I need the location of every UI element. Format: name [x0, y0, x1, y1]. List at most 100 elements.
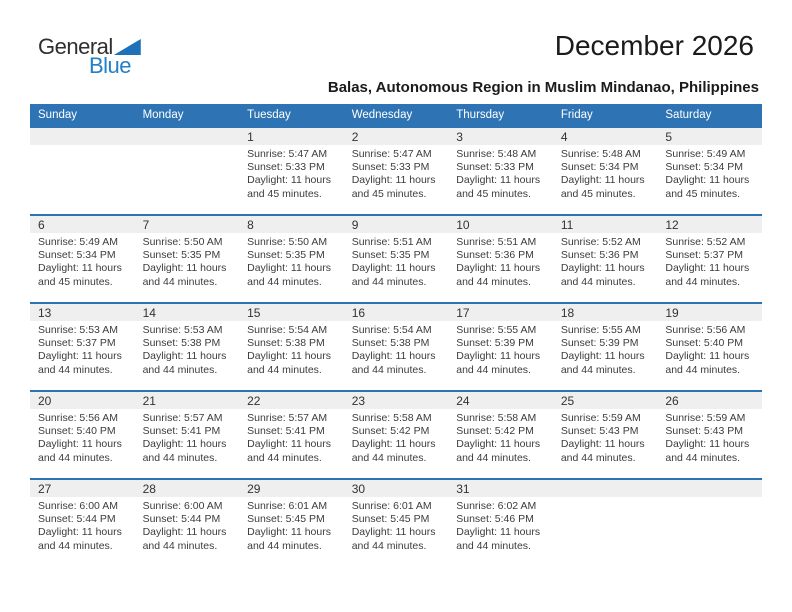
daylight-text: Daylight: 11 hours and 44 minutes.: [142, 350, 227, 376]
day-details: Sunrise: 5:50 AM Sunset: 5:35 PM Daylight:…: [239, 233, 344, 295]
daylight-text: Daylight: 11 hours and 44 minutes.: [142, 262, 227, 288]
day-details: Sunrise: 6:00 AM Sunset: 5:44 PM Daylight:…: [135, 497, 240, 559]
day-details: Sunrise: 5:54 AM Sunset: 5:38 PM Daylight:…: [344, 321, 449, 383]
sunrise-text: Sunrise: 5:55 AM: [560, 324, 641, 336]
empty-day-cell: [552, 479, 658, 567]
day-cell: 5 Sunrise: 5:49 AM Sunset: 5:34 PM Daylight…: [657, 127, 762, 215]
sunset-text: Sunset: 5:38 PM: [247, 337, 325, 350]
day-cell: 16 Sunrise: 5:54 AM Sunset: 5:38 PM Dayligh…: [343, 303, 449, 391]
sunrise-text: Sunrise: 5:48 AM: [456, 148, 537, 160]
day-cell: 25 Sunrise: 5:59 AM Sunset: 5:43 PM Dayligh…: [552, 391, 658, 479]
daylight-text: Daylight: 11 hours and 45 minutes.: [560, 174, 645, 200]
daylight-text: Daylight: 11 hours and 44 minutes.: [247, 438, 331, 464]
day-details: Sunrise: 5:53 AM Sunset: 5:37 PM Daylight:…: [30, 321, 135, 383]
day-number: 27: [30, 480, 135, 497]
day-cell: 26 Sunrise: 5:59 AM Sunset: 5:43 PM Dayligh…: [657, 391, 762, 479]
sunrise-text: Sunrise: 5:50 AM: [247, 236, 328, 248]
daylight-text: Daylight: 11 hours and 44 minutes.: [351, 526, 436, 552]
day-cell: 24 Sunrise: 5:58 AM Sunset: 5:42 PM Dayligh…: [448, 391, 553, 479]
day-number: [134, 128, 240, 145]
week-row: 20 Sunrise: 5:56 AM Sunset: 5:40 PM Dayligh…: [30, 391, 762, 479]
daylight-text: Daylight: 11 hours and 44 minutes.: [351, 262, 436, 288]
day-details: Sunrise: 5:54 AM Sunset: 5:38 PM Daylight:…: [239, 321, 344, 383]
week-row: 13 Sunrise: 5:53 AM Sunset: 5:37 PM Dayligh…: [30, 303, 762, 391]
sunset-text: Sunset: 5:34 PM: [38, 249, 116, 262]
sunset-text: Sunset: 5:33 PM: [456, 161, 534, 174]
day-cell: 30 Sunrise: 6:01 AM Sunset: 5:45 PM Dayligh…: [343, 479, 449, 567]
daylight-text: Daylight: 11 hours and 44 minutes.: [351, 350, 436, 376]
daylight-text: Daylight: 11 hours and 44 minutes.: [38, 438, 122, 464]
day-details: Sunrise: 5:49 AM Sunset: 5:34 PM Daylight:…: [657, 145, 762, 207]
daylight-text: Daylight: 11 hours and 44 minutes.: [665, 350, 750, 376]
day-number: 10: [448, 216, 553, 233]
day-cell: 9 Sunrise: 5:51 AM Sunset: 5:35 PM Daylight…: [343, 215, 449, 303]
day-details: Sunrise: 5:56 AM Sunset: 5:40 PM Daylight:…: [657, 321, 762, 383]
day-details: Sunrise: 5:57 AM Sunset: 5:41 PM Daylight:…: [135, 409, 240, 471]
day-details: Sunrise: 5:55 AM Sunset: 5:39 PM Daylight:…: [553, 321, 658, 383]
sunrise-text: Sunrise: 5:52 AM: [560, 236, 641, 248]
day-cell: 13 Sunrise: 5:53 AM Sunset: 5:37 PM Dayligh…: [30, 303, 135, 391]
day-cell: 15 Sunrise: 5:54 AM Sunset: 5:38 PM Dayligh…: [239, 303, 344, 391]
sunset-text: Sunset: 5:36 PM: [560, 249, 639, 262]
day-cell: 4 Sunrise: 5:48 AM Sunset: 5:34 PM Daylight…: [552, 127, 658, 215]
sunset-text: Sunset: 5:46 PM: [456, 513, 534, 526]
daylight-text: Daylight: 11 hours and 45 minutes.: [456, 174, 541, 200]
day-details: Sunrise: 6:02 AM Sunset: 5:46 PM Daylight:…: [448, 497, 553, 559]
sunrise-text: Sunrise: 5:57 AM: [142, 412, 223, 424]
daylight-text: Daylight: 11 hours and 45 minutes.: [247, 174, 331, 200]
day-number: 14: [134, 304, 240, 321]
day-cell: 21 Sunrise: 5:57 AM Sunset: 5:41 PM Dayligh…: [134, 391, 240, 479]
logo-text-general: General: [38, 34, 113, 59]
weekday-header-sunday: Sunday: [30, 104, 135, 127]
day-number: 5: [657, 128, 762, 145]
day-cell: 1 Sunrise: 5:47 AM Sunset: 5:33 PM Daylight…: [239, 127, 344, 215]
sunrise-text: Sunrise: 5:54 AM: [351, 324, 432, 336]
day-details: Sunrise: 5:52 AM Sunset: 5:36 PM Daylight:…: [553, 233, 658, 295]
day-number: 13: [30, 304, 135, 321]
day-number: 28: [134, 480, 240, 497]
daylight-text: Daylight: 11 hours and 44 minutes.: [456, 526, 541, 552]
day-number: [657, 480, 762, 497]
day-number: 15: [239, 304, 344, 321]
day-cell: 19 Sunrise: 5:56 AM Sunset: 5:40 PM Dayligh…: [657, 303, 762, 391]
sunset-text: Sunset: 5:40 PM: [38, 425, 116, 438]
sunset-text: Sunset: 5:41 PM: [247, 425, 325, 438]
daylight-text: Daylight: 11 hours and 44 minutes.: [560, 262, 645, 288]
sunrise-text: Sunrise: 5:59 AM: [665, 412, 746, 424]
day-number: 26: [657, 392, 762, 409]
day-number: 1: [239, 128, 344, 145]
sunrise-text: Sunrise: 5:51 AM: [351, 236, 432, 248]
day-number: 22: [239, 392, 344, 409]
sunset-text: Sunset: 5:37 PM: [665, 249, 744, 262]
sunrise-text: Sunrise: 5:58 AM: [351, 412, 432, 424]
day-number: 30: [343, 480, 449, 497]
day-details: Sunrise: 5:53 AM Sunset: 5:38 PM Daylight:…: [135, 321, 240, 383]
day-cell: 6 Sunrise: 5:49 AM Sunset: 5:34 PM Daylight…: [30, 215, 135, 303]
sunrise-text: Sunrise: 5:55 AM: [456, 324, 537, 336]
sunrise-text: Sunrise: 6:02 AM: [456, 500, 537, 512]
calendar-body: 1 Sunrise: 5:47 AM Sunset: 5:33 PM Daylight…: [30, 127, 762, 567]
daylight-text: Daylight: 11 hours and 44 minutes.: [142, 526, 227, 552]
day-cell: 7 Sunrise: 5:50 AM Sunset: 5:35 PM Daylight…: [134, 215, 240, 303]
sunset-text: Sunset: 5:38 PM: [142, 337, 221, 350]
sunrise-text: Sunrise: 5:56 AM: [38, 412, 118, 424]
sunrise-text: Sunrise: 5:52 AM: [665, 236, 746, 248]
sunset-text: Sunset: 5:41 PM: [142, 425, 221, 438]
calendar-table: Sunday Monday Tuesday Wednesday Thursday…: [30, 104, 762, 567]
sunset-text: Sunset: 5:38 PM: [351, 337, 430, 350]
day-number: 21: [134, 392, 240, 409]
day-number: 3: [448, 128, 553, 145]
day-details: Sunrise: 5:58 AM Sunset: 5:42 PM Daylight:…: [448, 409, 553, 471]
day-details: Sunrise: 5:47 AM Sunset: 5:33 PM Daylight:…: [239, 145, 344, 207]
day-cell: 29 Sunrise: 6:01 AM Sunset: 5:45 PM Dayligh…: [239, 479, 344, 567]
sunset-text: Sunset: 5:34 PM: [560, 161, 639, 174]
weekday-header-wednesday: Wednesday: [343, 104, 449, 127]
sunset-text: Sunset: 5:37 PM: [38, 337, 116, 350]
sunrise-text: Sunrise: 5:58 AM: [456, 412, 537, 424]
sunrise-text: Sunrise: 5:56 AM: [665, 324, 746, 336]
general-blue-logo: General Blue: [38, 36, 141, 77]
day-details: Sunrise: 5:59 AM Sunset: 5:43 PM Daylight:…: [657, 409, 762, 471]
sunset-text: Sunset: 5:45 PM: [351, 513, 430, 526]
sunset-text: Sunset: 5:39 PM: [456, 337, 534, 350]
day-number: 12: [657, 216, 762, 233]
